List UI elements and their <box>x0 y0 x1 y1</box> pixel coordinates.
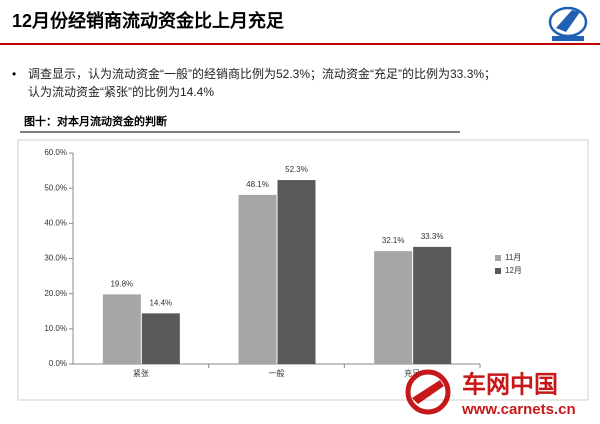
x-tick-label: 充足 <box>404 368 420 378</box>
value-label: 32.1% <box>382 236 405 245</box>
slide-title: 12月份经销商流动资金比上月充足 <box>12 10 284 31</box>
bar <box>102 294 141 364</box>
y-tick-label: 50.0% <box>44 183 67 192</box>
legend-swatch <box>495 255 501 261</box>
x-tick-label: 紧张 <box>133 369 149 378</box>
x-tick-label: 一般 <box>269 368 285 378</box>
bar <box>277 180 316 364</box>
value-label: 14.4% <box>149 298 172 307</box>
bar <box>413 246 452 364</box>
legend-label: 11月 <box>505 253 521 262</box>
watermark: 车网中国 www.carnets.cn <box>405 369 576 418</box>
figure-caption: 图十：对本月流动资金的判断 <box>24 114 167 128</box>
y-tick-label: 60.0% <box>44 148 67 157</box>
bar <box>238 194 277 364</box>
watermark-url: www.carnets.cn <box>461 401 576 418</box>
bullet-line: 认为流动资金“紧张”的比例为14.4% <box>28 84 214 99</box>
bar <box>141 313 180 364</box>
logo <box>548 6 588 41</box>
value-label: 48.1% <box>246 180 269 189</box>
y-tick-label: 0.0% <box>49 359 67 368</box>
value-label: 19.8% <box>110 279 133 288</box>
legend-label: 12月 <box>505 266 522 275</box>
bar <box>374 251 413 364</box>
y-tick-label: 20.0% <box>44 289 67 298</box>
bullet-dot: • <box>12 67 16 81</box>
chart: 0.0% 10.0% 20.0% 30.0% 40.0% 50.0% 60.0% 紧张 19.8… <box>44 148 522 378</box>
value-label: 33.3% <box>421 232 444 241</box>
value-label: 52.3% <box>285 165 308 174</box>
legend-swatch <box>495 268 501 274</box>
y-tick-label: 40.0% <box>44 218 67 227</box>
y-tick-label: 10.0% <box>44 324 67 333</box>
watermark-name: 车网中国 <box>462 370 558 398</box>
chart-frame <box>17 139 589 401</box>
bullet-line: 调查显示，认为流动资金“一般”的经销商比例为52.3%；流动资金“充足”的比例为… <box>28 66 496 81</box>
y-tick-label: 30.0% <box>44 254 67 263</box>
